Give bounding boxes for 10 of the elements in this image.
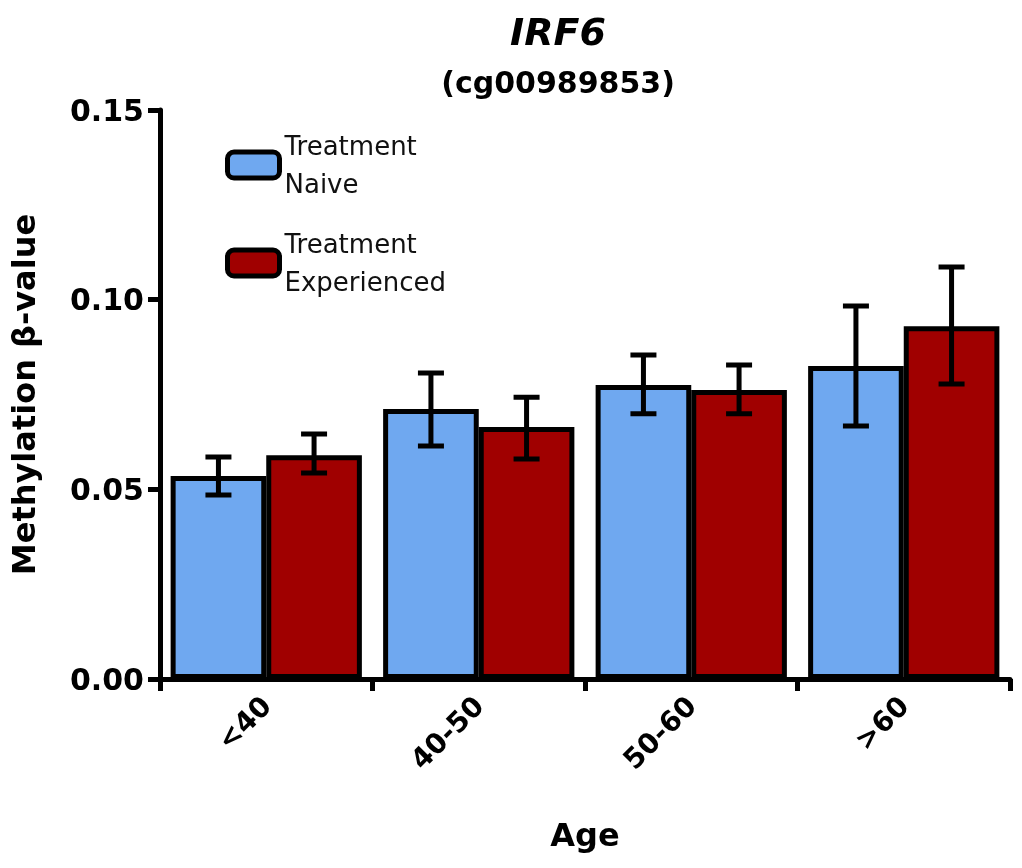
chart-title: IRF6 [510, 10, 606, 54]
chart-subtitle: (cg00989853) [441, 64, 675, 100]
x-axis-title: Age [550, 816, 620, 854]
legend-label: Treatment Experienced [283, 229, 446, 297]
y-tick-label: 0.00 [69, 661, 144, 697]
y-axis-title: Methylation β-value [5, 213, 43, 576]
legend-label: Treatment Naive [283, 131, 426, 199]
y-tick-label: 0.05 [69, 471, 144, 507]
y-tick-label: 0.15 [69, 92, 144, 128]
y-tick-label: 0.10 [69, 282, 144, 318]
